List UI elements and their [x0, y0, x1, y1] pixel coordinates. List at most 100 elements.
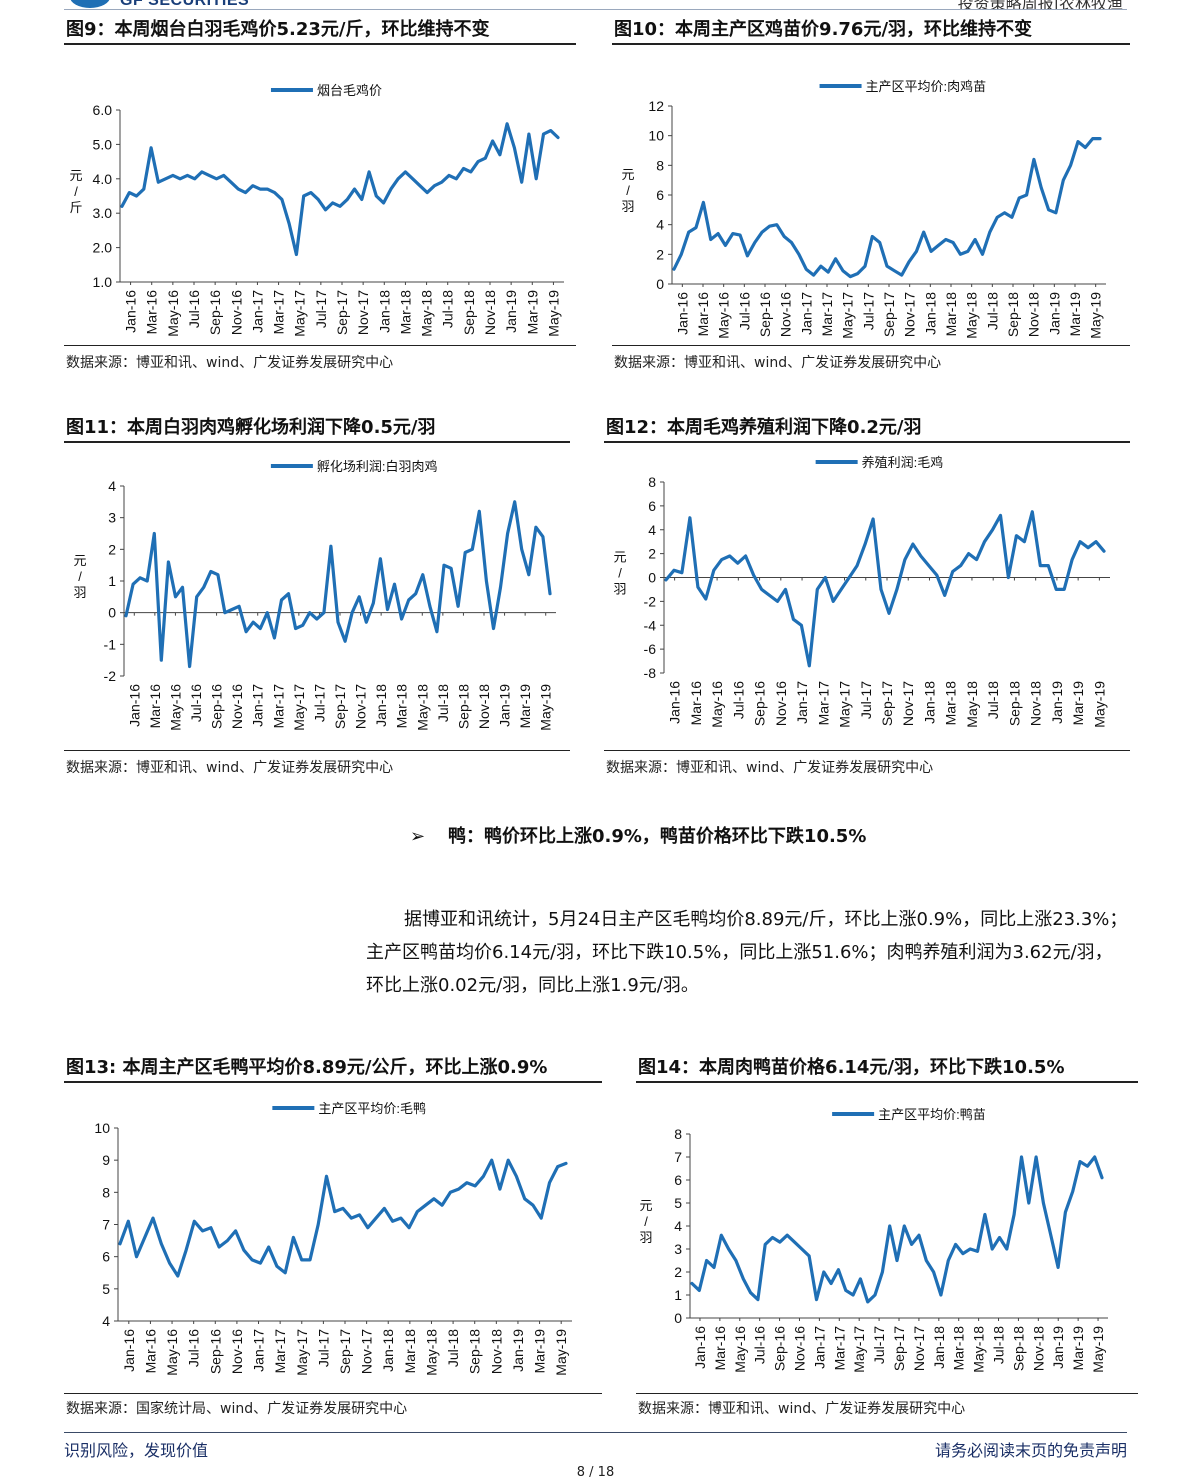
line-chart: 主产区平均价:毛鸭 4 5 6 7 8 9 10 Jan-16 Mar-16 May-16 Jul-1…: [94, 1101, 572, 1376]
y-tick-label: 0: [108, 605, 116, 621]
x-tick-label: Nov-18: [476, 684, 492, 729]
y-tick-label: 2: [674, 1264, 682, 1280]
x-tick-label: Mar-17: [270, 684, 286, 729]
figure-title: 图9：本周烟台白羽毛鸡价5.23元/斤，环比维持不变: [66, 19, 490, 40]
y-tick-label: 8: [674, 1126, 682, 1142]
x-tick-label: Nov-17: [359, 1329, 375, 1374]
x-tick-label: Sep-18: [1010, 1326, 1026, 1371]
y-tick-label: 2: [648, 546, 656, 562]
x-tick-label: Nov-17: [902, 292, 918, 337]
legend-label: 主产区平均价:肉鸡苗: [866, 79, 987, 94]
x-tick-label: Nov-18: [488, 1329, 504, 1374]
x-tick-label: Jan-19: [1050, 1326, 1066, 1369]
x-tick-label: Jul-18: [435, 684, 451, 722]
legend-label: 孵化场利润:白羽肉鸡: [317, 459, 438, 474]
x-tick-label: Jan-19: [1046, 292, 1062, 335]
figure-9: 图9：本周烟台白羽毛鸡价5.23元/斤，环比维持不变 烟台毛鸡价 1.0 2.0 3.…: [64, 18, 576, 378]
x-tick-label: May-19: [538, 684, 554, 731]
x-tick-label: May-18: [423, 1329, 439, 1376]
x-tick-label: May-19: [545, 290, 561, 337]
x-tick-label: May-17: [294, 1329, 310, 1376]
y-tick-label: 4.0: [93, 171, 113, 187]
figure-title-rule: [64, 1081, 602, 1083]
series-line: [120, 122, 560, 257]
line-chart: 养殖利润:毛鸡 -8 -6 -4 -2 0 2 4 6 8 元/羽 Jan-16 Mar-16 May-1…: [613, 455, 1110, 728]
series-line: [672, 136, 1102, 279]
y-axis-label: 元: [69, 168, 82, 183]
x-tick-label: Mar-18: [943, 292, 959, 337]
y-tick-label: 0: [648, 570, 656, 586]
footer-slogan: 识别风险，发现价值: [64, 1441, 209, 1460]
x-tick-label: Jan-16: [692, 1326, 708, 1369]
x-tick-label: Jan-17: [798, 292, 814, 335]
y-tick-label: 4: [102, 1313, 110, 1329]
x-tick-label: Mar-16: [712, 1326, 728, 1371]
y-tick-label: 3: [108, 510, 116, 526]
x-tick-label: Mar-19: [532, 1329, 548, 1374]
y-tick-label: 3: [674, 1241, 682, 1257]
series-line: [118, 1158, 568, 1278]
figure-12: 图12：本周毛鸡养殖利润下降0.2元/羽 养殖利润:毛鸡 -8 -6 -4 -2 0 2 4 6…: [604, 416, 1130, 786]
figure-source: 数据来源：博亚和讯、wind、广发证券发展研究中心: [606, 760, 934, 776]
y-tick-label: 4: [108, 478, 116, 494]
section-heading-text: 鸭：鸭价环比上涨0.9%，鸭苗价格环比下跌10.5%: [448, 826, 867, 847]
x-tick-label: Mar-19: [524, 290, 540, 335]
y-axis-label: 元: [639, 1198, 652, 1213]
x-tick-label: Jan-16: [123, 290, 139, 333]
x-tick-label: Sep-16: [757, 292, 773, 337]
x-tick-label: Jan-19: [503, 290, 519, 333]
footer-disclaimer-link[interactable]: 请务必阅读末页的免责声明: [934, 1441, 1127, 1460]
x-tick-label: May-17: [840, 292, 856, 339]
x-tick-label: Mar-17: [271, 290, 287, 335]
y-tick-label: 10: [648, 128, 664, 144]
line-chart: 烟台毛鸡价 1.0 2.0 3.0 4.0 5.0 6.0 元/斤 Jan-16 Mar-16 Ma…: [69, 83, 564, 337]
figure-bottom-rule: [64, 345, 576, 346]
y-tick-label: 3.0: [93, 205, 113, 221]
y-axis-label: /: [644, 1214, 648, 1229]
company-logo-icon: [70, 0, 110, 8]
y-tick-label: 2.0: [93, 240, 113, 256]
x-tick-label: May-18: [414, 684, 430, 731]
y-axis-label: 羽: [613, 582, 626, 597]
figure-bottom-rule: [64, 1393, 602, 1394]
x-tick-label: Jan-19: [510, 1329, 526, 1372]
y-axis-label: 羽: [621, 199, 634, 214]
x-tick-label: Mar-18: [943, 681, 959, 726]
x-tick-label: Sep-17: [337, 1329, 353, 1374]
x-tick-label: Sep-18: [1006, 681, 1022, 726]
y-axis-label: 羽: [73, 585, 86, 600]
header-rule: [64, 9, 1127, 10]
figure-bottom-rule: [612, 345, 1130, 346]
y-tick-label: 10: [94, 1120, 110, 1136]
x-tick-label: Mar-18: [402, 1329, 418, 1374]
x-tick-label: Jul-18: [440, 290, 456, 328]
section-heading: ➢ 鸭：鸭价环比上涨0.9%，鸭苗价格环比下跌10.5%: [410, 822, 866, 848]
y-tick-label: 7: [102, 1217, 110, 1233]
figure-11: 图11：本周白羽肉鸡孵化场利润下降0.5元/羽 孵化场利润:白羽肉鸡 -2 -1 0 1…: [64, 416, 570, 786]
x-tick-label: Jul-16: [752, 1326, 768, 1364]
y-axis-label: 元: [621, 167, 634, 182]
legend-label: 养殖利润:毛鸡: [862, 455, 944, 470]
x-tick-label: Sep-16: [209, 684, 225, 729]
footer-rule: [64, 1432, 1127, 1433]
x-tick-label: Jan-17: [249, 290, 265, 333]
figure-title: 图14：本周肉鸭苗价格6.14元/羽，环比下跌10.5%: [638, 1057, 1065, 1078]
figure-title: 图12：本周毛鸡养殖利润下降0.2元/羽: [606, 417, 922, 438]
x-tick-label: Jul-17: [858, 681, 874, 719]
x-tick-label: Nov-17: [900, 681, 916, 726]
x-tick-label: Nov-16: [791, 1326, 807, 1371]
y-tick-label: 6: [674, 1172, 682, 1188]
body-paragraph: 据博亚和讯统计，5月24日主产区毛鸭均价8.89元/斤，环比上涨0.9%，同比上…: [366, 909, 1128, 996]
x-tick-label: Mar-16: [142, 1329, 158, 1374]
figure-14: 图14：本周肉鸭苗价格6.14元/羽，环比下跌10.5% 主产区平均价:鸭苗 0 1…: [636, 1056, 1138, 1436]
x-tick-label: Jul-17: [311, 684, 327, 722]
y-tick-label: 4: [648, 522, 656, 538]
x-tick-label: Mar-17: [272, 1329, 288, 1374]
x-tick-label: Sep-18: [467, 1329, 483, 1374]
x-tick-label: Jan-19: [1049, 681, 1065, 724]
y-tick-label: 0: [656, 276, 664, 292]
y-tick-label: -8: [644, 665, 657, 681]
x-tick-label: Sep-18: [1005, 292, 1021, 337]
figure-10: 图10：本周主产区鸡苗价9.76元/羽，环比维持不变 主产区平均价:肉鸡苗 0 2 4…: [612, 18, 1130, 378]
y-tick-label: -4: [644, 617, 657, 633]
